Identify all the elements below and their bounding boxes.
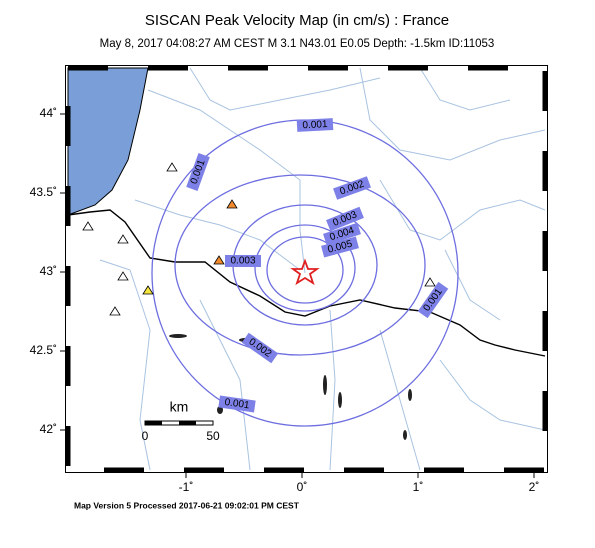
lon-tick-label: 1˚ [413, 480, 424, 494]
subtitle: May 8, 2017 04:08:27 AM CEST M 3.1 N43.0… [100, 38, 495, 50]
contour-label-text: 0.001 [224, 397, 251, 411]
contour-label-text: 0.003 [230, 256, 255, 267]
stations [82, 162, 436, 316]
contour-label: 0.001 [296, 118, 334, 132]
lat-tick-label: 43˚ [40, 264, 57, 278]
map: 0.001 0.001 0.002 0.003 0.004 0.005 0.00… [65, 65, 548, 473]
scale-bar: km 0 50 [142, 399, 220, 443]
lon-tick-label: 0˚ [297, 480, 308, 494]
footer: Map Version 5 Processed 2017-06-21 09:02… [74, 500, 300, 510]
frame [65, 65, 548, 473]
scale-unit: km [170, 399, 189, 415]
scale-start: 0 [142, 429, 149, 443]
title: SISCAN Peak Velocity Map (in cm/s) : Fra… [145, 12, 449, 29]
frame-outline [65, 65, 548, 473]
contour-label: 0.003 [225, 255, 261, 267]
lat-tick-label: 43.5˚ [30, 185, 57, 199]
lat-tick-label: 44˚ [40, 106, 57, 120]
lat-tick-label: 42.5˚ [30, 343, 57, 357]
sea [67, 67, 149, 216]
contour-label-text: 0.001 [302, 119, 328, 131]
lon-tick-label: 2˚ [529, 480, 540, 494]
lat-tick-label: 42˚ [40, 422, 57, 436]
border [67, 209, 546, 357]
scale-end: 50 [206, 429, 220, 443]
pga-contours [151, 119, 459, 427]
rivers [99, 67, 546, 471]
lon-tick-label: -1˚ [179, 480, 194, 494]
contour-label: 0.001 [218, 395, 256, 413]
epicenter [290, 258, 320, 286]
